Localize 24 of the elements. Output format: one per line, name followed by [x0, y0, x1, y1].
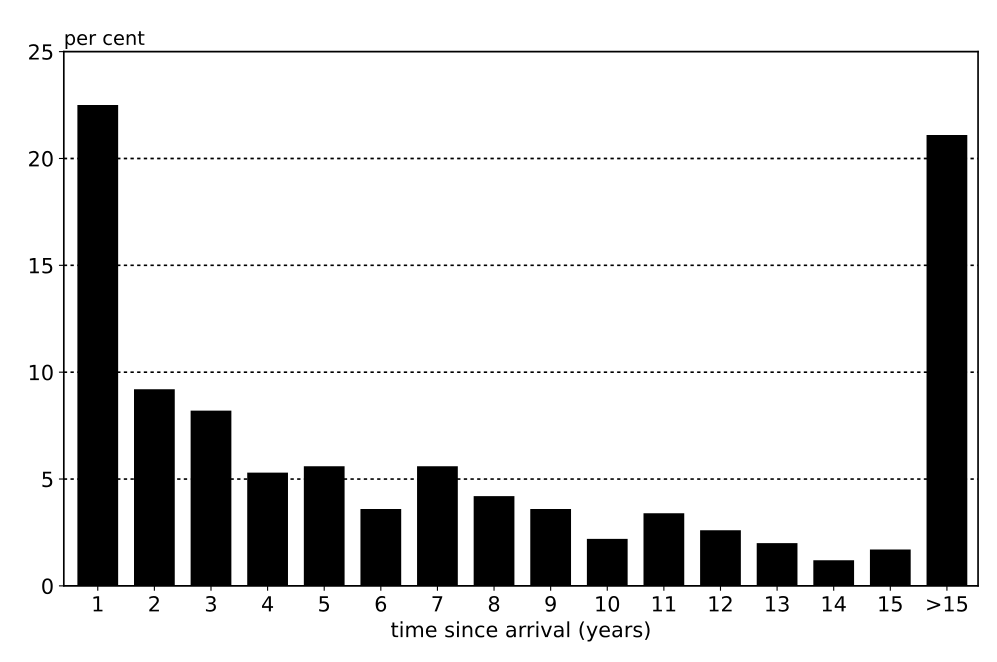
y-tick-label: 25: [29, 44, 52, 60]
y-tick-label: 15: [30, 258, 52, 274]
x-tick-label: 15: [879, 596, 902, 612]
x-tick-label: 7: [432, 596, 442, 612]
y-tick-label: 20: [29, 150, 53, 167]
x-tick-label: 12: [710, 596, 732, 612]
x-tick-label: 4: [262, 596, 274, 612]
y-tick-label: 10: [30, 364, 53, 380]
x-tick-label: 1: [93, 596, 102, 612]
x-tick-label: 9: [545, 596, 556, 612]
x-tick-label: 3: [206, 596, 216, 612]
x-tick-label: 13: [766, 596, 789, 612]
x-tick-label: 10: [596, 596, 620, 612]
x-tick-label: 5: [319, 596, 330, 612]
y-tick-label: 5: [42, 472, 52, 488]
x-tick-label: 14: [822, 596, 846, 612]
x-axis-title: time since arrival (years): [391, 621, 650, 642]
x-tick-label: 8: [488, 596, 500, 612]
x-tick-label: 6: [376, 596, 386, 612]
x-tick-label: >15: [927, 596, 968, 612]
x-tick-label: 2: [149, 596, 159, 612]
y-axis-title: per cent: [66, 31, 144, 49]
y-tick-label: 0: [42, 578, 53, 594]
x-tick-label: 11: [652, 596, 676, 612]
